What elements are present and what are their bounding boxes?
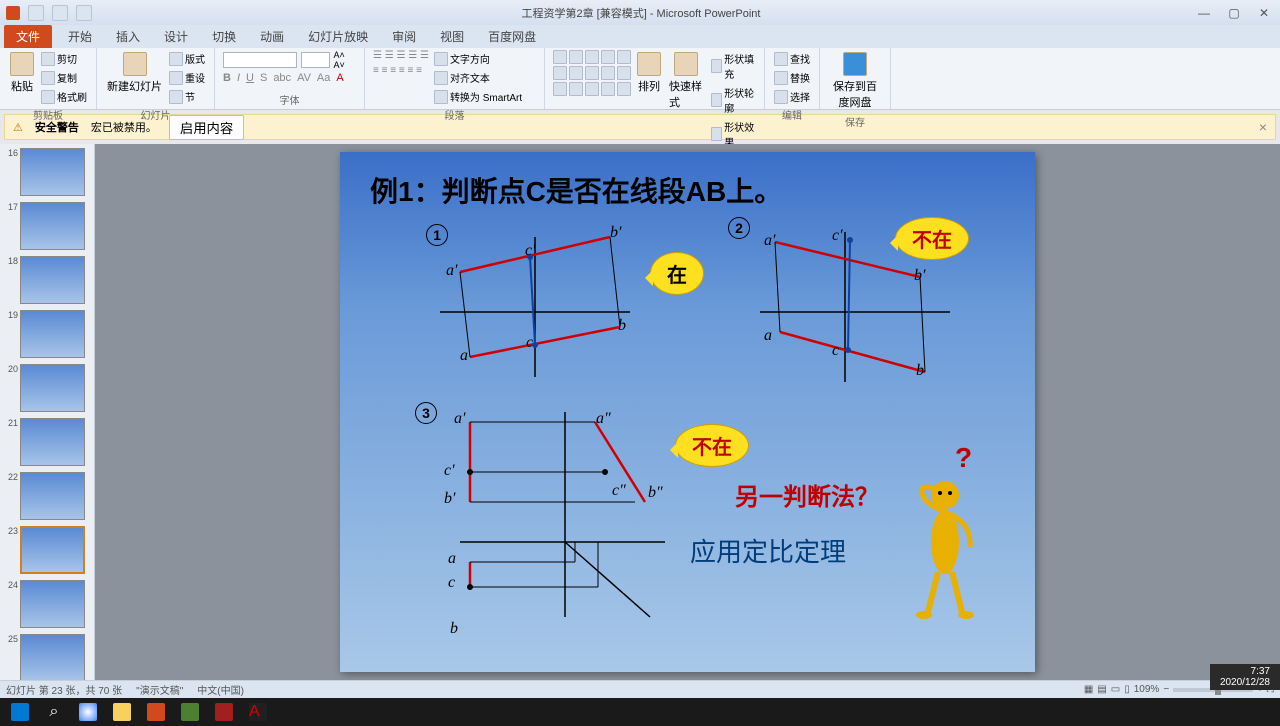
- main-area: 16171819202122232425 例1：判断点C是否在线段AB上。 1 …: [0, 144, 1280, 680]
- tab-file[interactable]: 文件: [4, 25, 52, 48]
- replace-button[interactable]: 替换: [773, 69, 811, 86]
- callout-2: 不在: [895, 217, 969, 260]
- group-font: A˄ A˅ B I U S abc AV Aa A 字体: [215, 48, 365, 109]
- reset-button[interactable]: 重设: [168, 69, 206, 86]
- security-warn: 安全警告: [35, 119, 79, 135]
- label-3: 3: [415, 402, 437, 424]
- label-2: 2: [728, 217, 750, 239]
- view-reading-icon[interactable]: ▭: [1111, 684, 1120, 695]
- slide-counter: 幻灯片 第 23 张，共 70 张: [6, 682, 122, 697]
- question-text: 另一判断法？: [735, 477, 879, 512]
- view-show-icon[interactable]: ▯: [1124, 684, 1130, 695]
- app-icon: [6, 6, 20, 20]
- select-button[interactable]: 选择: [773, 88, 811, 105]
- qat-redo-icon[interactable]: [76, 5, 92, 21]
- format-button[interactable]: 格式刷: [40, 88, 88, 105]
- find-button[interactable]: 查找: [773, 50, 811, 67]
- tab-baidu[interactable]: 百度网盘: [476, 25, 548, 48]
- smart-button[interactable]: 转换为 SmartArt: [433, 88, 523, 105]
- thumbnail[interactable]: 22: [4, 472, 90, 520]
- thumbnail-panel[interactable]: 16 17 18 19 20 21 22 23 24 25: [0, 144, 95, 680]
- close-button[interactable]: ✕: [1250, 4, 1278, 22]
- minimize-button[interactable]: —: [1190, 4, 1218, 22]
- textdir-button[interactable]: 文字方向: [433, 50, 523, 67]
- thumbnail[interactable]: 19: [4, 310, 90, 358]
- group-slides: 新建幻灯片 版式 重设 节 幻灯片: [97, 48, 215, 109]
- slide-canvas: 例1：判断点C是否在线段AB上。 1 a′ b′ c′ a b c 在: [340, 152, 1035, 672]
- thumbnail[interactable]: 17: [4, 202, 90, 250]
- align-button[interactable]: 对齐文本: [433, 69, 523, 86]
- thumbnail[interactable]: 24: [4, 580, 90, 628]
- slide-workspace[interactable]: 例1：判断点C是否在线段AB上。 1 a′ b′ c′ a b c 在: [95, 144, 1280, 680]
- thumbnail[interactable]: 16: [4, 148, 90, 196]
- tab-review[interactable]: 审阅: [380, 25, 428, 48]
- zoom-value: 109%: [1134, 684, 1160, 695]
- taskbar-app2-icon[interactable]: [208, 700, 240, 724]
- paste-label: 粘贴: [11, 78, 33, 94]
- tab-transitions[interactable]: 切换: [200, 25, 248, 48]
- section-button[interactable]: 节: [168, 88, 206, 105]
- taskbar: ⌕ A: [0, 698, 1280, 726]
- qat-undo-icon[interactable]: [52, 5, 68, 21]
- ribbon: 粘贴 剪切 复制 格式刷 剪贴板 新建幻灯片 版式 重设 节 幻灯片 A˄ A˅: [0, 48, 1280, 110]
- thumbnail[interactable]: 21: [4, 418, 90, 466]
- start-button[interactable]: [4, 700, 36, 724]
- window-title: 工程资学第2章 [兼容模式] - Microsoft PowerPoint: [522, 5, 761, 21]
- callout-3: 不在: [675, 424, 749, 467]
- enable-content-button[interactable]: 启用内容: [169, 115, 244, 140]
- font-size[interactable]: [301, 52, 329, 68]
- view-sorter-icon[interactable]: ▤: [1097, 684, 1106, 695]
- security-msg: 宏已被禁用。: [91, 119, 157, 135]
- new-slide-button[interactable]: 新建幻灯片: [105, 50, 164, 96]
- language: 中文(中国): [197, 682, 244, 697]
- qat-save-icon[interactable]: [28, 5, 44, 21]
- layout-button[interactable]: 版式: [168, 50, 206, 67]
- outline-button[interactable]: 形状轮廓: [710, 84, 756, 116]
- thumbnail[interactable]: 23: [4, 526, 90, 574]
- taskbar-chrome-icon[interactable]: [72, 700, 104, 724]
- maximize-button[interactable]: ▢: [1220, 4, 1248, 22]
- answer-text: 应用定比定理: [690, 532, 846, 569]
- baidu-save-button[interactable]: 保存到百度网盘: [828, 50, 882, 112]
- cut-button[interactable]: 剪切: [40, 50, 88, 67]
- status-bar: 幻灯片 第 23 张，共 70 张 "演示文稿" 中文(中国) ▦ ▤ ▭ ▯ …: [0, 680, 1280, 698]
- tray-clock[interactable]: 7:37 2020/12/28: [1210, 664, 1280, 690]
- taskbar-app1-icon[interactable]: [174, 700, 206, 724]
- tab-slideshow[interactable]: 幻灯片放映: [296, 25, 380, 48]
- tab-insert[interactable]: 插入: [104, 25, 152, 48]
- paste-button[interactable]: 粘贴: [8, 50, 36, 96]
- search-button[interactable]: ⌕: [38, 700, 70, 724]
- thumbnail[interactable]: 25: [4, 634, 90, 680]
- tab-animations[interactable]: 动画: [248, 25, 296, 48]
- tab-design[interactable]: 设计: [152, 25, 200, 48]
- taskbar-explorer-icon[interactable]: [106, 700, 138, 724]
- security-close-icon[interactable]: ×: [1259, 119, 1267, 135]
- group-paragraph: ☰ ☰ ☰ ☰ ☰ ≡ ≡ ≡ ≡ ≡ ≡ 文字方向 对齐文本 转换为 Smar…: [365, 48, 545, 109]
- thinking-figure-icon: ?: [900, 447, 990, 627]
- group-clipboard: 粘贴 剪切 复制 格式刷 剪贴板: [0, 48, 97, 109]
- tab-view[interactable]: 视图: [428, 25, 476, 48]
- arrange-button[interactable]: 排列: [635, 50, 663, 96]
- font-name[interactable]: [223, 52, 297, 68]
- svg-text:?: ?: [955, 447, 972, 473]
- thumbnail[interactable]: 20: [4, 364, 90, 412]
- copy-button[interactable]: 复制: [40, 69, 88, 86]
- group-drawing: 排列 快速样式 形状填充 形状轮廓 形状效果 绘图: [545, 48, 765, 109]
- group-editing: 查找 替换 选择 编辑: [765, 48, 820, 109]
- title-bar: 工程资学第2章 [兼容模式] - Microsoft PowerPoint — …: [0, 0, 1280, 25]
- thumbnail[interactable]: 18: [4, 256, 90, 304]
- diagram-3: [440, 407, 680, 627]
- ribbon-tabs: 文件 开始 插入 设计 切换 动画 幻灯片放映 审阅 视图 百度网盘: [0, 25, 1280, 48]
- taskbar-ppt-icon[interactable]: [140, 700, 172, 724]
- taskbar-app3-icon[interactable]: A: [242, 700, 274, 724]
- view-normal-icon[interactable]: ▦: [1084, 684, 1093, 695]
- zoom-out-icon[interactable]: −: [1163, 684, 1169, 695]
- fill-button[interactable]: 形状填充: [710, 50, 756, 82]
- quick-button[interactable]: 快速样式: [667, 50, 706, 112]
- slide-title: 例1：判断点C是否在线段AB上。: [370, 170, 782, 210]
- theme-name: "演示文稿": [136, 682, 183, 697]
- tab-home[interactable]: 开始: [56, 25, 104, 48]
- callout-1: 在: [650, 252, 704, 295]
- group-save: 保存到百度网盘 保存: [820, 48, 891, 109]
